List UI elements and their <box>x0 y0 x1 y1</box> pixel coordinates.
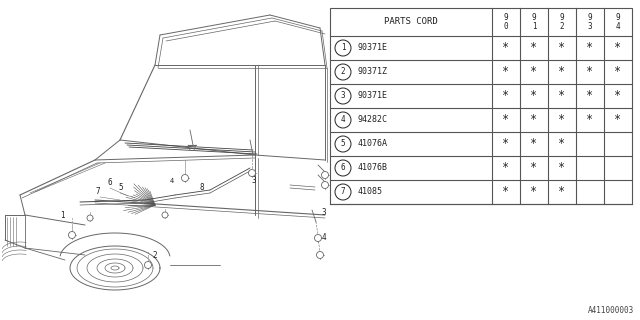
Text: *: * <box>614 66 621 78</box>
Text: *: * <box>586 90 593 102</box>
Text: *: * <box>502 186 509 198</box>
Circle shape <box>335 112 351 128</box>
Text: *: * <box>559 66 566 78</box>
Text: 9
3: 9 3 <box>588 13 592 31</box>
Text: *: * <box>531 162 538 174</box>
Text: *: * <box>614 114 621 126</box>
Text: 4: 4 <box>322 233 326 242</box>
Circle shape <box>335 160 351 176</box>
Circle shape <box>335 184 351 200</box>
Text: *: * <box>531 186 538 198</box>
Text: PARTS CORD: PARTS CORD <box>384 18 438 27</box>
Text: *: * <box>586 66 593 78</box>
Text: *: * <box>559 114 566 126</box>
Circle shape <box>321 181 328 188</box>
Text: 4: 4 <box>170 178 174 184</box>
Text: 5: 5 <box>340 140 346 148</box>
Circle shape <box>68 231 76 238</box>
Text: 9
4: 9 4 <box>616 13 620 31</box>
Text: *: * <box>586 42 593 54</box>
Text: *: * <box>559 90 566 102</box>
Text: 9
1: 9 1 <box>532 13 536 31</box>
Circle shape <box>182 174 189 181</box>
Circle shape <box>335 40 351 56</box>
Text: *: * <box>559 186 566 198</box>
Text: *: * <box>614 90 621 102</box>
Circle shape <box>248 170 255 177</box>
Text: *: * <box>502 138 509 150</box>
Circle shape <box>335 64 351 80</box>
Text: 7: 7 <box>96 187 100 196</box>
Text: 6: 6 <box>108 178 113 187</box>
Text: *: * <box>502 42 509 54</box>
Text: *: * <box>614 42 621 54</box>
Text: 1: 1 <box>340 44 346 52</box>
Text: *: * <box>502 90 509 102</box>
Text: *: * <box>531 138 538 150</box>
Circle shape <box>321 172 328 179</box>
Text: *: * <box>531 114 538 126</box>
Text: *: * <box>502 66 509 78</box>
Text: A411000003: A411000003 <box>588 306 634 315</box>
Circle shape <box>317 252 323 259</box>
Text: 9
0: 9 0 <box>504 13 508 31</box>
Text: *: * <box>559 138 566 150</box>
Text: 6: 6 <box>340 164 346 172</box>
Bar <box>330 8 632 204</box>
Circle shape <box>162 212 168 218</box>
Circle shape <box>87 215 93 221</box>
Text: 1: 1 <box>60 211 65 220</box>
Text: 7: 7 <box>340 188 346 196</box>
Text: 2: 2 <box>152 251 157 260</box>
Text: 4: 4 <box>340 116 346 124</box>
Text: 3: 3 <box>340 92 346 100</box>
Text: 3: 3 <box>252 176 257 185</box>
Text: 41085: 41085 <box>358 188 383 196</box>
Circle shape <box>314 235 321 242</box>
Circle shape <box>335 88 351 104</box>
Text: 8: 8 <box>200 183 205 192</box>
Text: *: * <box>586 114 593 126</box>
Text: 94282C: 94282C <box>358 116 388 124</box>
Text: 90371Z: 90371Z <box>358 68 388 76</box>
Text: 3: 3 <box>322 208 326 217</box>
Circle shape <box>335 136 351 152</box>
Text: *: * <box>559 162 566 174</box>
Text: *: * <box>502 162 509 174</box>
Text: 9
2: 9 2 <box>560 13 564 31</box>
Circle shape <box>145 261 152 268</box>
Text: *: * <box>502 114 509 126</box>
Text: 41076A: 41076A <box>358 140 388 148</box>
Text: *: * <box>531 66 538 78</box>
Text: 2: 2 <box>340 68 346 76</box>
Text: 90371E: 90371E <box>358 44 388 52</box>
Text: 5: 5 <box>118 183 123 192</box>
Text: *: * <box>531 90 538 102</box>
Text: 90371E: 90371E <box>358 92 388 100</box>
Text: *: * <box>559 42 566 54</box>
Text: *: * <box>531 42 538 54</box>
Text: 41076B: 41076B <box>358 164 388 172</box>
